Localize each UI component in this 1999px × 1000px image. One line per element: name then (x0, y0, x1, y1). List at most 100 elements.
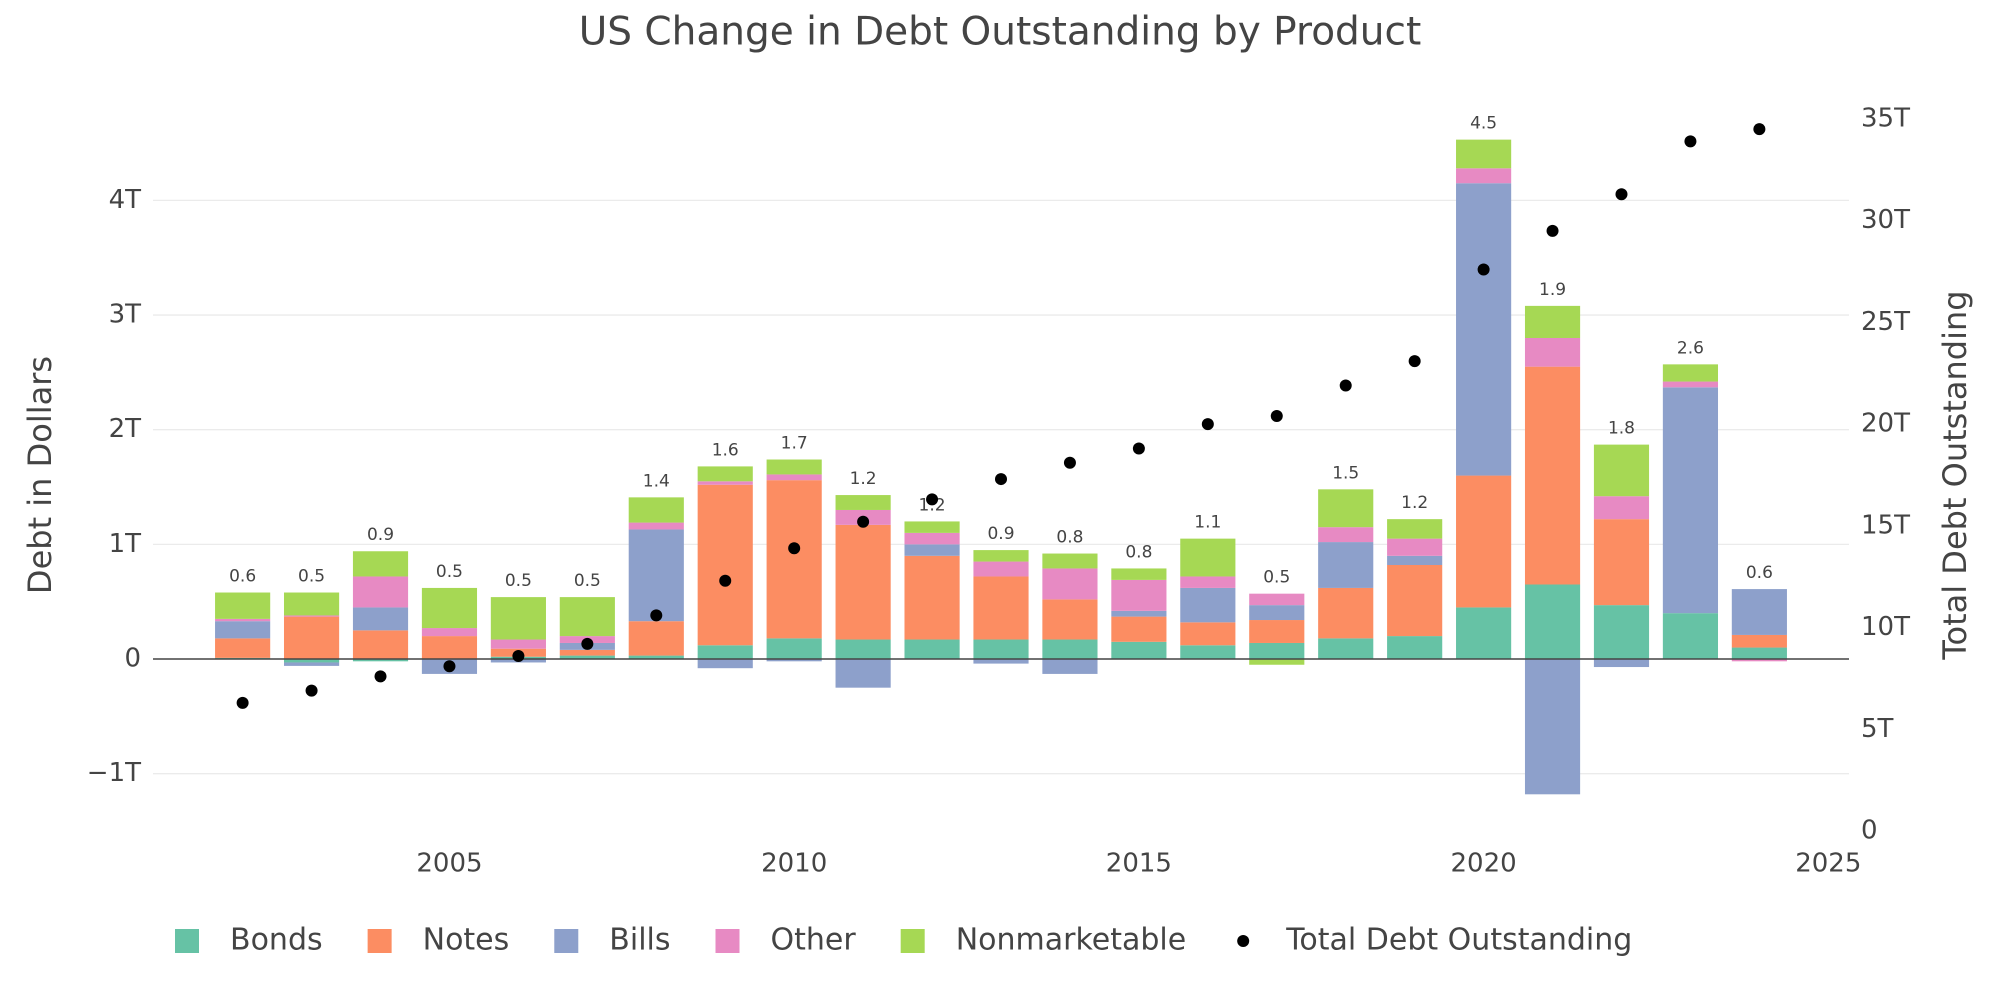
total-debt-dot (1615, 188, 1628, 201)
bar-segment (1042, 553, 1098, 569)
y-tick-label: 2T (109, 414, 142, 444)
bar-segment (421, 587, 478, 629)
bar-segment (835, 524, 891, 640)
y2-axis-title: Total Debt Outstanding (1936, 290, 1974, 660)
bar-segment (1456, 139, 1512, 169)
bar-segment (1180, 645, 1236, 660)
bar-segment (1111, 579, 1167, 611)
legend-marker (554, 929, 579, 953)
bar-segment (1111, 616, 1167, 642)
x-tick-label: 2025 (1795, 849, 1861, 879)
total-label: 0.5 (574, 571, 601, 591)
legend-label: Bills (609, 923, 670, 958)
bar-segment (1524, 337, 1581, 367)
legend-label: Nonmarketable (956, 923, 1187, 958)
y2-tick-label: 10T (1861, 612, 1910, 642)
bar-segment (904, 532, 960, 545)
x-tick-label: 2010 (761, 849, 827, 879)
bar-segment (973, 659, 1029, 664)
bar-segment (1662, 364, 1719, 382)
bar-segment (215, 618, 271, 622)
total-label: 1.6 (712, 440, 739, 460)
bar-segment (1456, 183, 1512, 476)
bar-segment (283, 659, 340, 663)
bar-segment (1387, 636, 1443, 660)
y2-tick-label: 0 (1861, 816, 1878, 846)
bar-segment (1111, 568, 1167, 580)
y-tick-label: −1T (87, 758, 141, 788)
bar-segment (559, 597, 615, 637)
bar-segment (973, 576, 1029, 640)
bar-segment (1042, 568, 1098, 600)
total-debt-dot (581, 637, 594, 650)
bar-segment (766, 659, 822, 662)
bar-segment (283, 615, 340, 617)
y-axis-title: Debt in Dollars (21, 356, 59, 594)
bar-segment (352, 607, 409, 631)
legend-marker (900, 929, 925, 953)
bar-segment (628, 529, 684, 622)
bar-segment (1731, 589, 1787, 635)
total-debt-dot (1201, 418, 1214, 431)
total-debt-dot (995, 473, 1007, 486)
y2-tick-label: 15T (1861, 510, 1910, 540)
bar-segment (352, 630, 409, 660)
x-tick-label: 2020 (1451, 849, 1517, 879)
legend-label: Other (771, 923, 857, 958)
bar-segment (1593, 519, 1650, 606)
y2-tick-label: 5T (1861, 714, 1894, 744)
bar-segment (1456, 168, 1512, 184)
bar-segment (1249, 605, 1305, 621)
total-debt-dot (305, 684, 318, 697)
bar-segment (1249, 642, 1305, 660)
bar-segment (1318, 489, 1374, 528)
bar-segment (215, 638, 271, 658)
total-debt-dot (1339, 379, 1352, 392)
bar-segment (1731, 659, 1787, 662)
bar-segment (766, 480, 822, 639)
bar-segment (1593, 496, 1650, 520)
bar-segment (1524, 305, 1581, 338)
total-label: 1.8 (1608, 419, 1635, 439)
bar-segment (1111, 610, 1167, 617)
bar-segment (1318, 527, 1374, 543)
bar-segment (697, 645, 753, 660)
bar-segment (628, 497, 684, 523)
bar-segment (559, 655, 615, 660)
bar-segment (904, 544, 960, 556)
total-debt-dot (926, 493, 939, 506)
bar-segment (1731, 647, 1787, 660)
total-debt-dot (788, 542, 801, 555)
total-debt-dot (650, 609, 663, 622)
bar-segment (1042, 639, 1098, 660)
total-debt-dot (719, 574, 732, 587)
bar-segment (1524, 366, 1581, 585)
y2-tick-label: 20T (1861, 409, 1910, 439)
legend-label: Bonds (230, 923, 323, 958)
total-label: 0.9 (367, 525, 394, 545)
bar-segment (352, 551, 409, 577)
bar-segment (1180, 622, 1236, 646)
bar-segment (421, 628, 478, 637)
bar-segment (283, 662, 340, 666)
total-label: 1.2 (850, 469, 877, 489)
y-tick-label: 4T (109, 185, 142, 215)
bar-segment (1387, 555, 1443, 566)
bar-segment (835, 495, 891, 510)
total-label: 0.5 (436, 562, 463, 582)
total-debt-dot (1477, 263, 1490, 276)
bar-segment (215, 592, 271, 619)
total-debt-dot (1132, 442, 1145, 455)
bar-segment (628, 655, 684, 660)
bar-segment (1731, 634, 1787, 648)
legend-marker (715, 929, 740, 953)
total-debt-dot (1546, 224, 1559, 237)
x-tick-label: 2005 (416, 849, 482, 879)
total-label: 0.6 (229, 567, 256, 587)
total-debt-dot (1270, 410, 1283, 423)
total-debt-dot (512, 650, 525, 663)
bar-segment (1180, 538, 1236, 577)
bar-segment (215, 621, 271, 639)
legend-marker (1237, 935, 1250, 947)
